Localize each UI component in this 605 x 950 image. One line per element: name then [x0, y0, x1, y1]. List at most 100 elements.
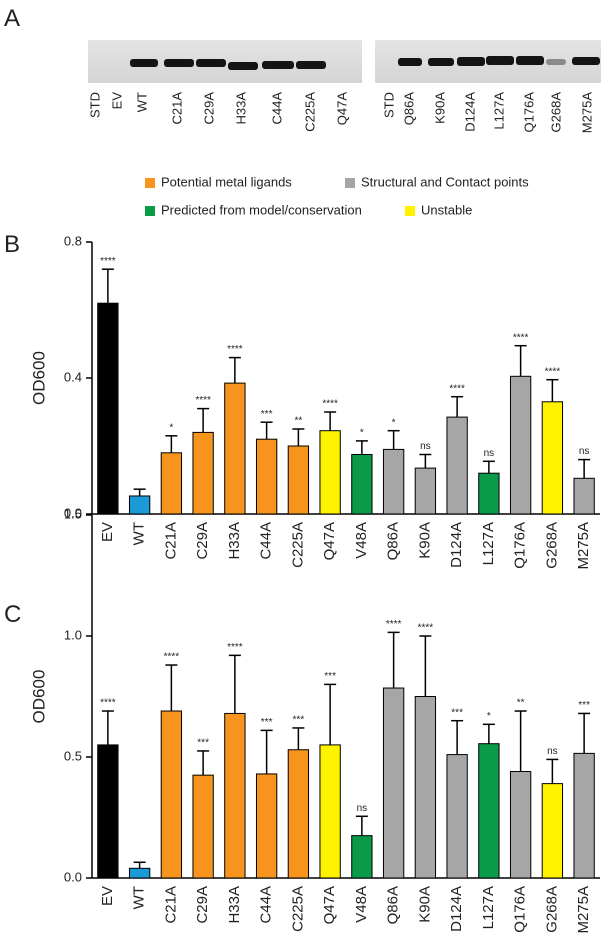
- bar: [287, 749, 310, 879]
- y-tick-label: 1.5: [64, 506, 82, 521]
- lane-label: L127A: [491, 92, 506, 130]
- bar: [382, 448, 405, 515]
- lane-label: WT: [134, 92, 149, 112]
- x-tick-label: D124A: [448, 886, 465, 932]
- bar: [382, 687, 405, 879]
- panel-letter: C: [4, 601, 21, 628]
- significance-label: ***: [197, 738, 209, 749]
- significance-label: *: [487, 711, 491, 722]
- x-tick-label: K90A: [416, 886, 433, 923]
- x-tick-label: C225A: [289, 522, 306, 568]
- bar: [255, 773, 278, 879]
- x-tick-label: M275A: [575, 886, 592, 934]
- lane-label: STD: [87, 92, 102, 118]
- bar: [224, 712, 246, 879]
- significance-label: ns: [579, 446, 590, 457]
- legend-label: Potential metal ligands: [161, 174, 292, 189]
- significance-label: ****: [545, 366, 561, 377]
- panel-letter: A: [4, 5, 20, 32]
- bar: [414, 467, 437, 515]
- significance-label: ***: [293, 715, 305, 726]
- x-tick-label: Q86A: [385, 886, 402, 924]
- lane-label: STD: [381, 92, 396, 118]
- significance-label: *: [392, 417, 396, 428]
- lane-label: G268A: [548, 92, 563, 133]
- y-tick-label: 0.5: [64, 748, 82, 763]
- bar: [160, 452, 183, 515]
- x-tick-label: H33A: [226, 522, 243, 560]
- bar: [509, 375, 532, 515]
- y-tick-label: 1.0: [64, 627, 82, 642]
- bar: [478, 472, 500, 515]
- significance-label: ns: [357, 803, 368, 814]
- x-tick-label: WT: [131, 886, 148, 909]
- bar: [414, 696, 437, 879]
- x-tick-label: EV: [99, 886, 116, 906]
- y-tick-label: 0.4: [64, 369, 82, 384]
- x-tick-label: G268A: [543, 886, 560, 933]
- lane-label: D124A: [462, 92, 477, 132]
- x-tick-label: Q47A: [321, 886, 338, 924]
- significance-label: ***: [451, 707, 463, 718]
- bar: [224, 382, 246, 515]
- lane-label: Q176A: [521, 92, 536, 133]
- legend-swatch: [145, 178, 155, 188]
- bar: [351, 454, 373, 515]
- significance-label: ****: [164, 652, 180, 663]
- bar: [573, 477, 595, 515]
- x-tick-label: L127A: [480, 886, 497, 929]
- y-tick-label: 0.8: [64, 233, 82, 248]
- bar: [128, 867, 151, 879]
- x-tick-label: Q47A: [321, 522, 338, 560]
- bar: [319, 430, 341, 515]
- lane-label: EV: [109, 92, 124, 110]
- legend-label: Unstable: [421, 202, 472, 217]
- x-tick-label: K90A: [416, 522, 433, 559]
- x-tick-label: C21A: [162, 522, 179, 560]
- significance-label: *: [360, 428, 364, 439]
- bar: [541, 783, 564, 879]
- lane-label: H33A: [233, 92, 248, 125]
- lane-label: C44A: [269, 92, 284, 125]
- significance-label: ****: [322, 399, 338, 410]
- significance-label: ns: [484, 448, 495, 459]
- x-tick-label: C29A: [194, 522, 211, 560]
- x-tick-label: V48A: [353, 886, 370, 923]
- significance-label: **: [294, 416, 302, 427]
- x-tick-label: Q176A: [512, 522, 529, 569]
- x-tick-label: C29A: [194, 886, 211, 924]
- lane-label: Q47A: [334, 92, 349, 126]
- y-tick-label: 0.0: [64, 869, 82, 884]
- bar: [351, 835, 373, 879]
- bar: [446, 754, 468, 879]
- x-tick-label: C44A: [258, 886, 275, 924]
- legend-label: Predicted from model/conservation: [161, 202, 362, 217]
- bar: [255, 438, 278, 515]
- x-tick-label: G268A: [543, 522, 560, 569]
- x-tick-label: Q176A: [512, 886, 529, 933]
- significance-label: **: [517, 698, 525, 709]
- x-tick-label: EV: [99, 522, 116, 542]
- x-tick-label: C44A: [258, 522, 275, 560]
- significance-label: ****: [227, 344, 243, 355]
- legend-swatch: [145, 206, 155, 216]
- lane-label: C21A: [169, 92, 184, 125]
- significance-label: ****: [100, 256, 116, 267]
- x-tick-label: C225A: [289, 886, 306, 932]
- legend-swatch: [405, 206, 415, 216]
- x-tick-label: H33A: [226, 886, 243, 924]
- blot-bands: [130, 56, 600, 70]
- panel-letter: B: [4, 231, 20, 258]
- x-tick-label: L127A: [480, 522, 497, 565]
- significance-label: ****: [227, 642, 243, 653]
- x-tick-label: Q86A: [385, 522, 402, 560]
- bar: [509, 771, 532, 879]
- x-tick-label: M275A: [575, 522, 592, 570]
- significance-label: ****: [195, 395, 211, 406]
- x-tick-label: V48A: [353, 522, 370, 559]
- significance-label: ***: [578, 700, 590, 711]
- bar: [192, 774, 214, 879]
- significance-label: ****: [449, 383, 465, 394]
- bar: [478, 743, 500, 879]
- x-tick-label: C21A: [162, 886, 179, 924]
